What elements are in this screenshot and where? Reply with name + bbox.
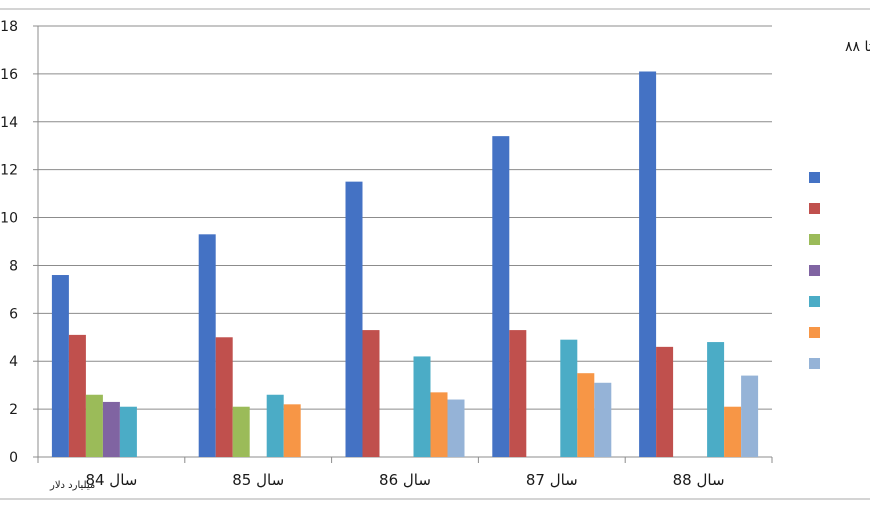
legend-swatch xyxy=(809,234,820,245)
legend-swatch xyxy=(809,172,820,183)
bar xyxy=(413,356,431,457)
bar xyxy=(283,404,301,457)
bars xyxy=(51,71,759,457)
y-tick-label: 10 xyxy=(0,211,18,227)
bar xyxy=(198,234,216,457)
bar xyxy=(560,339,578,457)
legend-swatch xyxy=(809,327,820,338)
legend-swatch xyxy=(809,358,820,369)
bar xyxy=(577,373,595,457)
legend: اماراتآلمانفرانسهایتالیاچینسوئیسکره xyxy=(809,172,820,369)
x-category-label: سال 88 xyxy=(673,471,725,489)
bar xyxy=(639,71,657,457)
bar xyxy=(362,330,380,457)
bar xyxy=(85,394,103,457)
y-axis-ticks: 0 2 4 6 8 10 12 14 16 18 xyxy=(0,19,38,466)
bar xyxy=(51,275,69,457)
x-axis-categories: سال 84 سال 85 سال 86 سال 87 سال 88 xyxy=(85,471,724,489)
chart-title: نمودار واردات کالا از سال ۸۴ تا ۸۸ xyxy=(845,39,870,55)
y-tick-label: 4 xyxy=(9,354,18,370)
bar xyxy=(724,406,742,457)
bar xyxy=(345,181,363,457)
bar xyxy=(656,346,674,457)
y-tick-label: 8 xyxy=(9,258,18,274)
bar xyxy=(266,394,284,457)
y-tick-label: 14 xyxy=(0,115,18,131)
bar xyxy=(430,392,448,457)
x-category-label: سال 87 xyxy=(526,471,578,489)
x-category-label: سال 86 xyxy=(379,471,431,489)
bar xyxy=(119,406,137,457)
legend-swatch xyxy=(809,296,820,307)
y-unit-label: میلیارد دلار xyxy=(49,480,95,491)
bar xyxy=(215,337,233,457)
y-tick-label: 16 xyxy=(0,67,18,83)
bar xyxy=(509,330,527,457)
bar xyxy=(741,375,759,457)
y-tick-label: 0 xyxy=(9,450,18,466)
bar xyxy=(447,399,465,457)
y-tick-label: 12 xyxy=(0,163,18,179)
bar xyxy=(102,401,120,457)
bar xyxy=(492,136,510,457)
bar xyxy=(594,382,612,457)
legend-swatch xyxy=(809,265,820,276)
x-category-label: سال 84 xyxy=(85,471,137,489)
legend-swatch xyxy=(809,203,820,214)
bar xyxy=(707,342,725,457)
y-tick-label: 2 xyxy=(9,402,18,418)
x-category-label: سال 85 xyxy=(232,471,284,489)
bar xyxy=(68,334,86,457)
bar xyxy=(232,406,250,457)
y-tick-label: 18 xyxy=(0,19,18,35)
y-tick-label: 6 xyxy=(9,306,18,322)
